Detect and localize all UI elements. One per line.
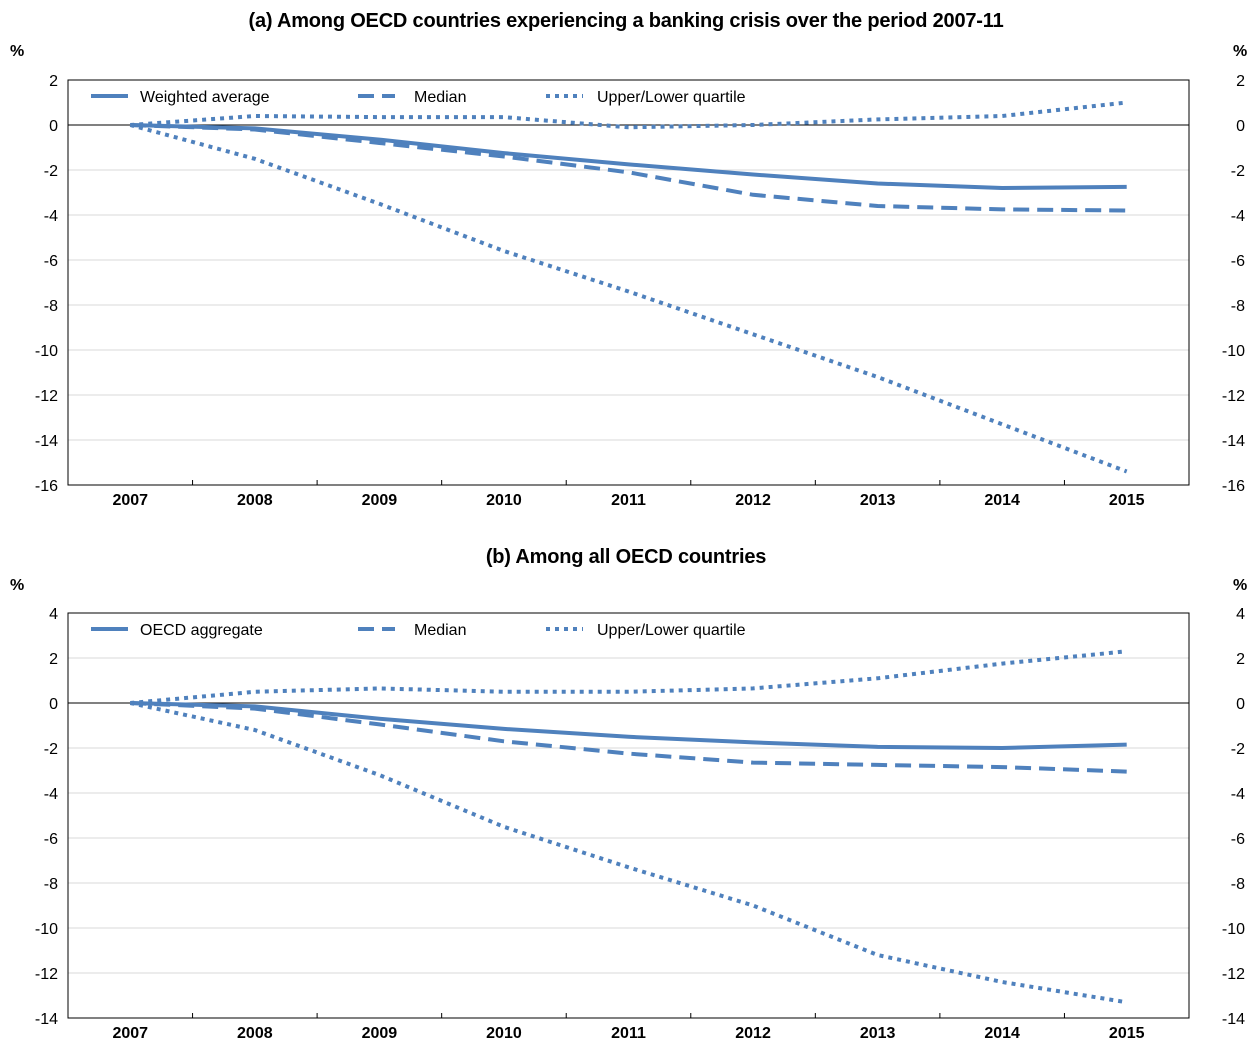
y-unit-left: % [10, 577, 24, 594]
x-tick-label: 2007 [112, 1025, 148, 1039]
y-unit-left: % [10, 43, 24, 60]
y-unit-right: % [1233, 577, 1247, 594]
x-tick-label: 2014 [984, 492, 1020, 509]
y-tick-label-right: 4 [1236, 606, 1245, 623]
legend-label: OECD aggregate [140, 622, 263, 639]
x-tick-label: 2009 [362, 1025, 398, 1039]
y-tick-label-left: -12 [35, 966, 58, 983]
y-tick-label-left: -4 [44, 786, 58, 803]
chart-a-title: (a) Among OECD countries experiencing a … [248, 10, 1004, 32]
x-tick-label: 2015 [1109, 1025, 1145, 1039]
legend-label: Upper/Lower quartile [597, 622, 746, 639]
x-tick-label: 2013 [860, 1025, 896, 1039]
y-tick-label-right: -4 [1231, 786, 1245, 803]
y-tick-label-left: -4 [44, 208, 58, 225]
x-tick-label: 2007 [112, 492, 148, 509]
x-tick-label: 2014 [984, 1025, 1020, 1039]
legend-label: Median [414, 89, 466, 106]
y-tick-label-right: -12 [1222, 966, 1245, 983]
y-tick-label-right: -10 [1222, 921, 1245, 938]
legend-label: Weighted average [140, 89, 270, 106]
series-line-lower-quartile [129, 701, 1128, 1005]
y-tick-label-left: -6 [44, 831, 58, 848]
y-tick-label-right: -12 [1222, 388, 1245, 405]
y-tick-label-right: -8 [1231, 876, 1245, 893]
chart-b-title: (b) Among all OECD countries [485, 546, 767, 568]
y-tick-label-right: -14 [1222, 433, 1245, 450]
x-tick-label: 2008 [237, 492, 273, 509]
x-tick-label: 2013 [860, 492, 896, 509]
y-tick-label-right: -2 [1231, 163, 1245, 180]
x-tick-label: 2010 [486, 1025, 522, 1039]
y-tick-label-left: -14 [35, 1011, 58, 1028]
y-tick-label-right: -16 [1222, 478, 1245, 495]
y-tick-label-right: 2 [1236, 651, 1245, 668]
x-tick-label: 2015 [1109, 492, 1145, 509]
y-tick-label-right: -6 [1231, 831, 1245, 848]
series-line-weighted-average [130, 123, 1127, 190]
y-tick-label-right: -4 [1231, 208, 1245, 225]
x-tick-label: 2008 [237, 1025, 273, 1039]
x-tick-label: 2009 [362, 492, 398, 509]
y-tick-label-right: -2 [1231, 741, 1245, 758]
y-tick-label-left: 0 [49, 118, 58, 135]
y-tick-label-right: 0 [1236, 696, 1245, 713]
x-tick-label: 2012 [735, 492, 771, 509]
plot-frame [67, 79, 1190, 486]
y-tick-label-right: 0 [1236, 118, 1245, 135]
x-tick-label: 2010 [486, 492, 522, 509]
y-tick-label-right: -6 [1231, 253, 1245, 270]
chart-a: 2 2 0 0 -2 -2 -4 -4 -6 -6 -8 -8 -10 -10 -12 -12 -14 -14 -1… [10, 43, 1247, 509]
y-tick-label-left: -8 [44, 298, 58, 315]
x-tick-label: 2011 [611, 492, 646, 509]
y-tick-label-left: -6 [44, 253, 58, 270]
y-tick-label-left: -2 [44, 741, 58, 758]
y-tick-label-right: -8 [1231, 298, 1245, 315]
series-line-upper-lower-quartile [130, 100, 1127, 130]
y-unit-right: % [1233, 43, 1247, 60]
series-line-upper-lower-quartile [130, 649, 1127, 705]
series-line-lower-quartile [129, 123, 1128, 474]
y-tick-label-left: -12 [35, 388, 58, 405]
y-tick-label-left: 4 [49, 606, 58, 623]
plot-frame [67, 612, 1190, 1019]
x-tick-label: 2012 [735, 1025, 771, 1039]
y-tick-label-right: -14 [1222, 1011, 1245, 1028]
y-tick-label-right: 2 [1236, 73, 1245, 90]
y-tick-label-right: -10 [1222, 343, 1245, 360]
y-tick-label-left: 2 [49, 651, 58, 668]
y-tick-label-left: -16 [35, 478, 58, 495]
legend-label: Upper/Lower quartile [597, 89, 746, 106]
series-line-oecd-aggregate [130, 701, 1127, 750]
y-tick-label-left: -2 [44, 163, 58, 180]
y-tick-label-left: -8 [44, 876, 58, 893]
legend-label: Median [414, 622, 466, 639]
y-tick-label-left: 0 [49, 696, 58, 713]
x-tick-label: 2011 [611, 1025, 646, 1039]
y-tick-label-left: -14 [35, 433, 58, 450]
y-tick-label-left: -10 [35, 921, 58, 938]
y-tick-label-left: 2 [49, 73, 58, 90]
y-tick-label-left: -10 [35, 343, 58, 360]
